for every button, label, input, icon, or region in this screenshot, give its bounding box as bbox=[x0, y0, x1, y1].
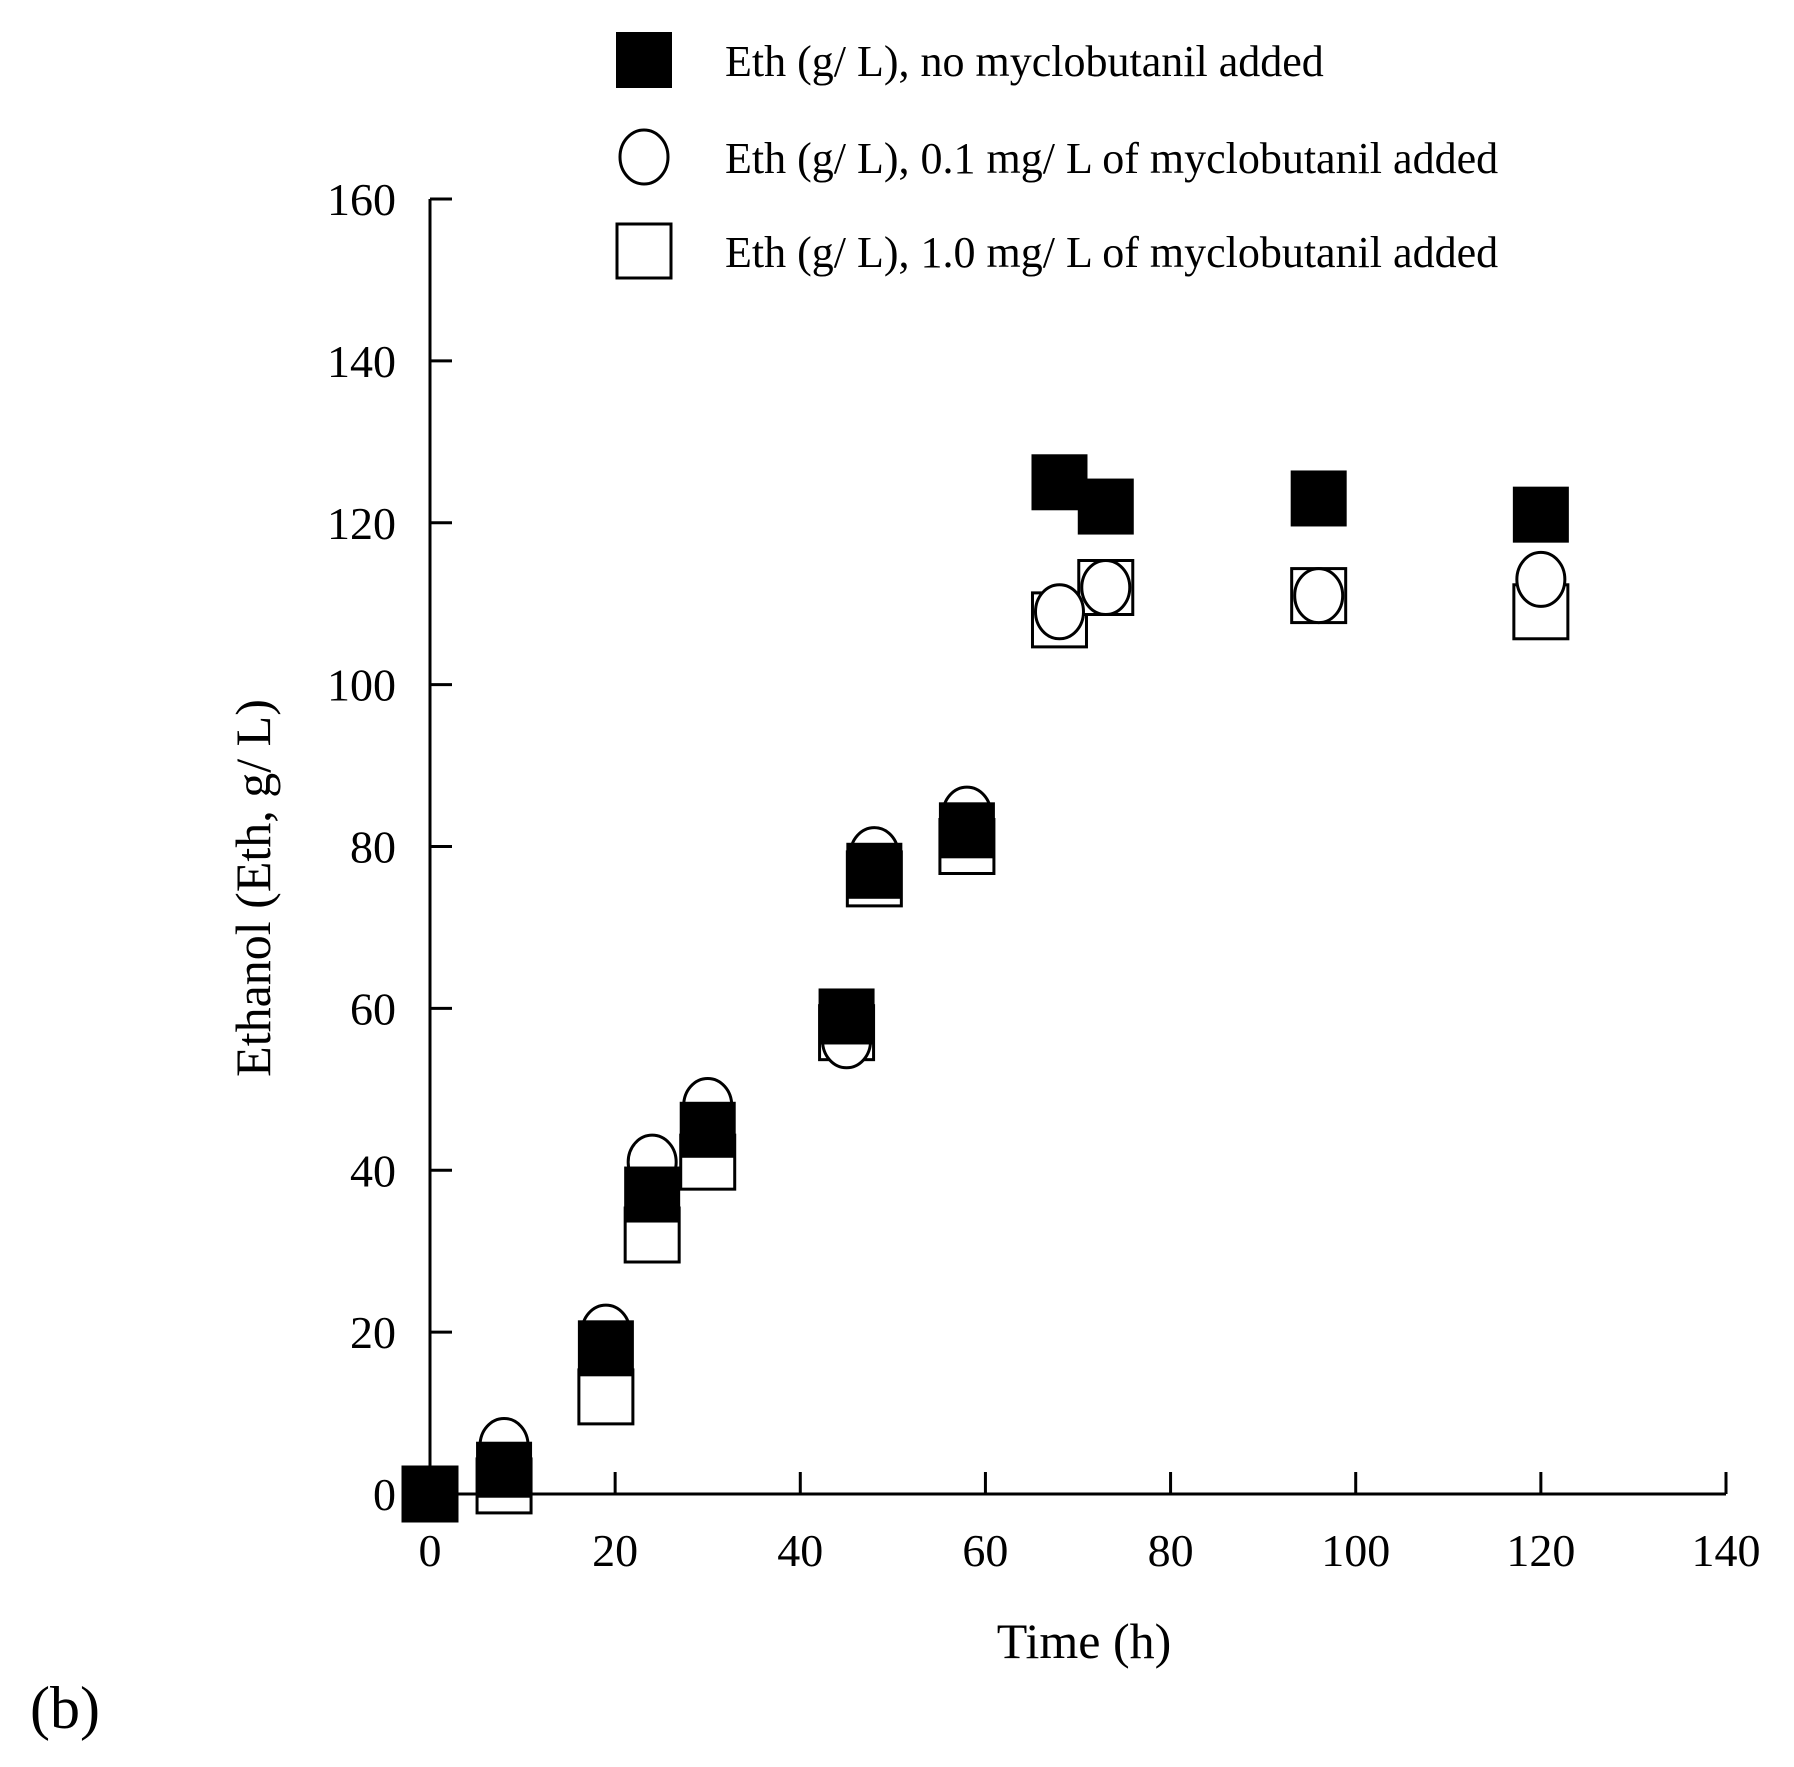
data-point-filled-square bbox=[402, 1466, 458, 1522]
legend: Eth (g/ L), no myclobutanil added Eth (g/… bbox=[615, 32, 1498, 280]
data-point-filled-square bbox=[624, 1166, 681, 1223]
legend-label: Eth (g/ L), 0.1 mg/ L of myclobutanil ad… bbox=[725, 134, 1498, 183]
data-point-filled-square bbox=[679, 1101, 736, 1158]
series-filled-square bbox=[402, 454, 1569, 1522]
series-open-square bbox=[401, 559, 1570, 1523]
data-point-filled-square bbox=[1077, 478, 1134, 535]
y-tick-label: 120 bbox=[327, 498, 396, 549]
legend-marker-open-square bbox=[615, 222, 673, 280]
panel-label: (b) bbox=[30, 1675, 100, 1741]
data-point-open-circle bbox=[1515, 550, 1567, 608]
data-point-filled-square bbox=[1031, 454, 1088, 511]
x-tick-label: 100 bbox=[1321, 1525, 1390, 1576]
legend-label: Eth (g/ L), 1.0 mg/ L of myclobutanil ad… bbox=[725, 228, 1498, 277]
y-tick-label: 20 bbox=[350, 1307, 396, 1358]
x-tick-label: 120 bbox=[1506, 1525, 1575, 1576]
data-point-filled-square bbox=[476, 1441, 533, 1498]
legend-marker-open-circle bbox=[618, 128, 670, 186]
y-tick-label: 80 bbox=[350, 822, 396, 873]
x-tick-label: 140 bbox=[1692, 1525, 1761, 1576]
data-point-filled-square bbox=[938, 802, 995, 859]
x-tick-label: 80 bbox=[1148, 1525, 1194, 1576]
x-tick-label: 0 bbox=[419, 1525, 442, 1576]
legend-entry: Eth (g/ L), 0.1 mg/ L of myclobutanil ad… bbox=[618, 128, 1498, 186]
legend-entry: Eth (g/ L), no myclobutanil added bbox=[616, 32, 1324, 88]
data-point-filled-square bbox=[818, 988, 875, 1045]
data-point-open-circle bbox=[1080, 559, 1132, 616]
x-tick-label: 20 bbox=[592, 1525, 638, 1576]
axes: 0 20 40 60 80 100 120 140 0 20 40 60 80 100 120 140 160 bbox=[327, 174, 1761, 1576]
x-tick-label: 60 bbox=[962, 1525, 1008, 1576]
data-point-filled-square bbox=[1512, 486, 1569, 543]
y-tick-label: 0 bbox=[373, 1469, 396, 1520]
y-tick-label: 40 bbox=[350, 1145, 396, 1196]
series-layer bbox=[401, 454, 1570, 1523]
data-point-open-circle bbox=[1293, 567, 1345, 625]
y-axis-title: Ethanol (Eth, g/ L) bbox=[225, 699, 281, 1077]
y-tick-label: 60 bbox=[350, 983, 396, 1034]
y-tick-label: 100 bbox=[327, 660, 396, 711]
data-point-filled-square bbox=[577, 1320, 634, 1377]
legend-label: Eth (g/ L), no myclobutanil added bbox=[725, 37, 1324, 86]
legend-marker-filled-square bbox=[616, 32, 672, 88]
data-point-filled-square bbox=[1290, 470, 1347, 527]
data-point-filled-square bbox=[846, 842, 903, 899]
y-tick-label: 140 bbox=[327, 336, 396, 387]
y-tick-label: 160 bbox=[327, 174, 396, 225]
x-tick-label: 40 bbox=[777, 1525, 823, 1576]
data-point-open-circle bbox=[1033, 583, 1085, 641]
data-point-open-square bbox=[577, 1368, 635, 1426]
x-axis-title: Time (h) bbox=[997, 1613, 1172, 1669]
legend-entry: Eth (g/ L), 1.0 mg/ L of myclobutanil ad… bbox=[615, 222, 1498, 280]
